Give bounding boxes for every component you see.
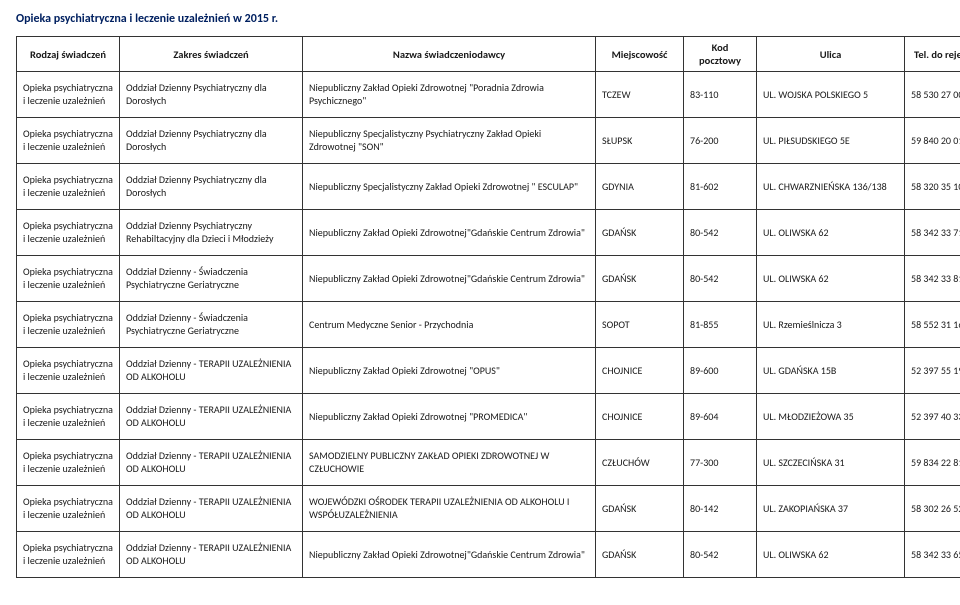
cell-rodzaj: Opieka psychiatryczna i leczenie uzależn…	[17, 348, 120, 394]
table-row: Opieka psychiatryczna i leczenie uzależn…	[17, 348, 960, 394]
col-header-rodzaj: Rodzaj świadczeń	[17, 37, 120, 72]
col-header-zakres: Zakres świadczeń	[120, 37, 303, 72]
col-header-ulica: Ulica	[757, 37, 905, 72]
cell-zakres: Oddział Dzienny - Świadczenia Psychiatry…	[120, 256, 303, 302]
cell-kod: 80-542	[684, 210, 757, 256]
services-table: Rodzaj świadczeń Zakres świadczeń Nazwa …	[16, 36, 960, 578]
cell-zakres: Oddział Dzienny Psychiatryczny dla Doros…	[120, 72, 303, 118]
cell-kod: 77-300	[684, 440, 757, 486]
document-title: Opieka psychiatryczna i leczenie uzależn…	[16, 12, 944, 26]
cell-ulica: UL. WOJSKA POLSKIEGO 5	[757, 72, 905, 118]
table-body: Opieka psychiatryczna i leczenie uzależn…	[17, 72, 960, 578]
cell-tel: 58 342 33 81	[905, 256, 960, 302]
cell-ulica: UL. OLIWSKA 62	[757, 256, 905, 302]
cell-zakres: Oddział Dzienny - TERAPII UZALEŻNIENIA O…	[120, 532, 303, 578]
col-header-miejsc: Miejscowość	[596, 37, 684, 72]
cell-miejsc: CZŁUCHÓW	[596, 440, 684, 486]
cell-nazwa: WOJEWÓDZKI OŚRODEK TERAPII UZALEŻNIENIA …	[303, 486, 596, 532]
cell-zakres: Oddział Dzienny Psychiatryczny dla Doros…	[120, 118, 303, 164]
cell-nazwa: Niepubliczny Zakład Opieki Zdrowotnej"Gd…	[303, 256, 596, 302]
table-row: Opieka psychiatryczna i leczenie uzależn…	[17, 256, 960, 302]
table-row: Opieka psychiatryczna i leczenie uzależn…	[17, 394, 960, 440]
cell-ulica: UL. MŁODZIEŻOWA 35	[757, 394, 905, 440]
cell-miejsc: GDAŃSK	[596, 256, 684, 302]
cell-zakres: Oddział Dzienny - TERAPII UZALEŻNIENIA O…	[120, 394, 303, 440]
cell-kod: 80-542	[684, 256, 757, 302]
cell-nazwa: Niepubliczny Specjalistyczny Zakład Opie…	[303, 164, 596, 210]
cell-tel: 59 840 20 01	[905, 118, 960, 164]
cell-ulica: UL. OLIWSKA 62	[757, 210, 905, 256]
cell-kod: 89-604	[684, 394, 757, 440]
table-row: Opieka psychiatryczna i leczenie uzależn…	[17, 440, 960, 486]
cell-tel: 58 342 33 65	[905, 532, 960, 578]
cell-rodzaj: Opieka psychiatryczna i leczenie uzależn…	[17, 118, 120, 164]
cell-tel: 52 397 40 33	[905, 394, 960, 440]
cell-ulica: UL. Rzemieślnicza 3	[757, 302, 905, 348]
cell-tel: 58 302 26 52	[905, 486, 960, 532]
cell-miejsc: SŁUPSK	[596, 118, 684, 164]
cell-rodzaj: Opieka psychiatryczna i leczenie uzależn…	[17, 440, 120, 486]
cell-rodzaj: Opieka psychiatryczna i leczenie uzależn…	[17, 394, 120, 440]
cell-miejsc: TCZEW	[596, 72, 684, 118]
col-header-nazwa: Nazwa świadczeniodawcy	[303, 37, 596, 72]
table-row: Opieka psychiatryczna i leczenie uzależn…	[17, 72, 960, 118]
col-header-tel: Tel. do rejestracji	[905, 37, 960, 72]
cell-nazwa: Niepubliczny Zakład Opieki Zdrowotnej "P…	[303, 394, 596, 440]
cell-ulica: UL. ZAKOPIAŃSKA 37	[757, 486, 905, 532]
cell-ulica: UL. CHWARZNIEŃSKA 136/138	[757, 164, 905, 210]
cell-nazwa: Niepubliczny Specjalistyczny Psychiatryc…	[303, 118, 596, 164]
cell-ulica: UL. SZCZECIŃSKA 31	[757, 440, 905, 486]
cell-ulica: UL. OLIWSKA 62	[757, 532, 905, 578]
cell-rodzaj: Opieka psychiatryczna i leczenie uzależn…	[17, 210, 120, 256]
cell-kod: 81-855	[684, 302, 757, 348]
cell-tel: 58 552 31 16	[905, 302, 960, 348]
cell-kod: 80-542	[684, 532, 757, 578]
cell-tel: 58 320 35 10	[905, 164, 960, 210]
cell-tel: 52 397 55 19	[905, 348, 960, 394]
cell-rodzaj: Opieka psychiatryczna i leczenie uzależn…	[17, 532, 120, 578]
cell-kod: 76-200	[684, 118, 757, 164]
cell-nazwa: Niepubliczny Zakład Opieki Zdrowotnej "P…	[303, 72, 596, 118]
cell-zakres: Oddział Dzienny - TERAPII UZALEŻNIENIA O…	[120, 440, 303, 486]
cell-miejsc: CHOJNICE	[596, 394, 684, 440]
cell-zakres: Oddział Dzienny Psychiatryczny dla Doros…	[120, 164, 303, 210]
cell-rodzaj: Opieka psychiatryczna i leczenie uzależn…	[17, 486, 120, 532]
table-row: Opieka psychiatryczna i leczenie uzależn…	[17, 118, 960, 164]
cell-ulica: UL. PIŁSUDSKIEGO 5E	[757, 118, 905, 164]
table-row: Opieka psychiatryczna i leczenie uzależn…	[17, 532, 960, 578]
cell-zakres: Oddział Dzienny Psychiatryczny Rehabilta…	[120, 210, 303, 256]
table-row: Opieka psychiatryczna i leczenie uzależn…	[17, 210, 960, 256]
cell-rodzaj: Opieka psychiatryczna i leczenie uzależn…	[17, 72, 120, 118]
cell-tel: 58 530 27 00	[905, 72, 960, 118]
cell-miejsc: GDYNIA	[596, 164, 684, 210]
cell-zakres: Oddział Dzienny - TERAPII UZALEŻNIENIA O…	[120, 348, 303, 394]
cell-ulica: UL. GDAŃSKA 15B	[757, 348, 905, 394]
cell-tel: 58 342 33 71	[905, 210, 960, 256]
cell-rodzaj: Opieka psychiatryczna i leczenie uzależn…	[17, 164, 120, 210]
cell-miejsc: CHOJNICE	[596, 348, 684, 394]
cell-kod: 83-110	[684, 72, 757, 118]
cell-nazwa: SAMODZIELNY PUBLICZNY ZAKŁAD OPIEKI ZDRO…	[303, 440, 596, 486]
cell-kod: 80-142	[684, 486, 757, 532]
cell-miejsc: GDAŃSK	[596, 532, 684, 578]
cell-miejsc: GDAŃSK	[596, 210, 684, 256]
cell-nazwa: Niepubliczny Zakład Opieki Zdrowotnej "O…	[303, 348, 596, 394]
cell-zakres: Oddział Dzienny - TERAPII UZALEŻNIENIA O…	[120, 486, 303, 532]
cell-nazwa: Centrum Medyczne Senior - Przychodnia	[303, 302, 596, 348]
cell-miejsc: SOPOT	[596, 302, 684, 348]
table-row: Opieka psychiatryczna i leczenie uzależn…	[17, 302, 960, 348]
cell-miejsc: GDAŃSK	[596, 486, 684, 532]
table-row: Opieka psychiatryczna i leczenie uzależn…	[17, 164, 960, 210]
cell-nazwa: Niepubliczny Zakład Opieki Zdrowotnej"Gd…	[303, 210, 596, 256]
cell-nazwa: Niepubliczny Zakład Opieki Zdrowotnej"Gd…	[303, 532, 596, 578]
table-header-row: Rodzaj świadczeń Zakres świadczeń Nazwa …	[17, 37, 960, 72]
cell-rodzaj: Opieka psychiatryczna i leczenie uzależn…	[17, 256, 120, 302]
cell-kod: 81-602	[684, 164, 757, 210]
cell-rodzaj: Opieka psychiatryczna i leczenie uzależn…	[17, 302, 120, 348]
col-header-kod: Kod pocztowy	[684, 37, 757, 72]
table-row: Opieka psychiatryczna i leczenie uzależn…	[17, 486, 960, 532]
cell-kod: 89-600	[684, 348, 757, 394]
cell-tel: 59 834 22 81	[905, 440, 960, 486]
cell-zakres: Oddział Dzienny - Świadczenia Psychiatry…	[120, 302, 303, 348]
